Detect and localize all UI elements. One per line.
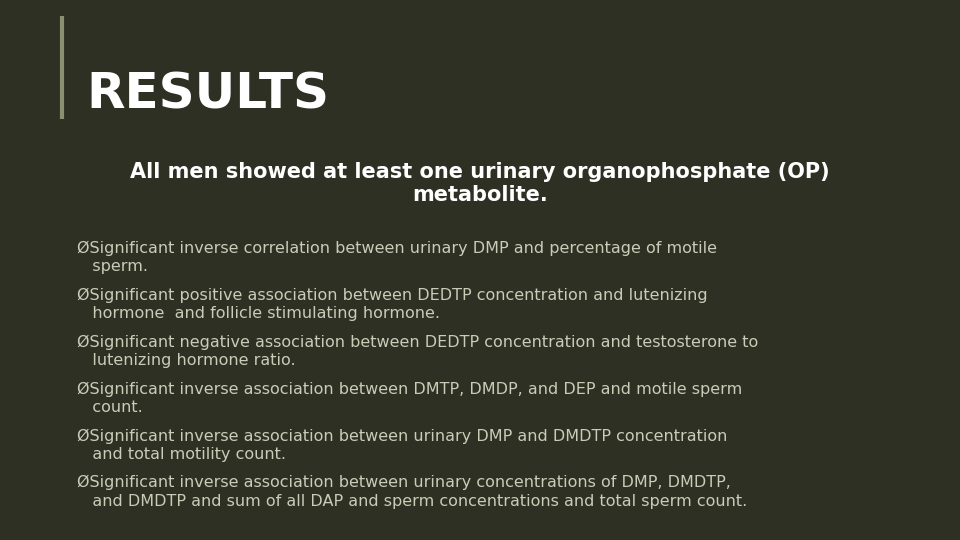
Text: ØSignificant inverse association between urinary DMP and DMDTP concentration
   : ØSignificant inverse association between… — [77, 428, 727, 462]
Text: ØSignificant negative association between DEDTP concentration and testosterone t: ØSignificant negative association betwee… — [77, 334, 758, 368]
Text: ØSignificant inverse association between DMTP, DMDP, and DEP and motile sperm
  : ØSignificant inverse association between… — [77, 381, 742, 415]
Text: All men showed at least one urinary organophosphate (OP)
metabolite.: All men showed at least one urinary orga… — [131, 162, 829, 205]
Text: ØSignificant positive association between DEDTP concentration and lutenizing
   : ØSignificant positive association betwee… — [77, 287, 708, 321]
Text: ØSignificant inverse association between urinary concentrations of DMP, DMDTP,
 : ØSignificant inverse association between… — [77, 475, 747, 509]
Text: RESULTS: RESULTS — [86, 70, 329, 118]
Text: ØSignificant inverse correlation between urinary DMP and percentage of motile
  : ØSignificant inverse correlation between… — [77, 240, 717, 274]
